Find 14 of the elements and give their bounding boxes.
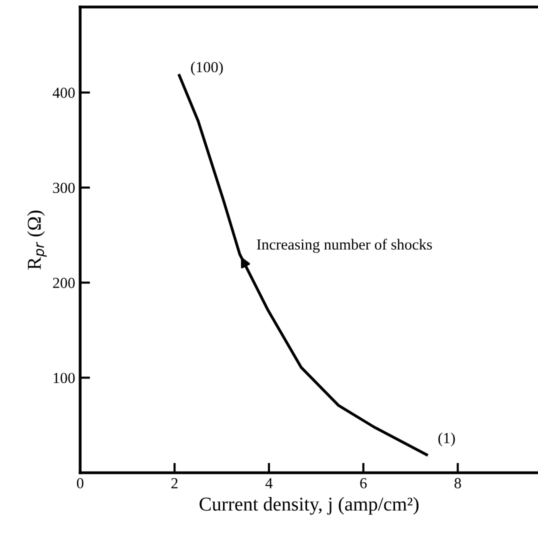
annotation: (1): [438, 432, 455, 446]
annotation: Increasing number of shocks: [256, 238, 432, 253]
annotation: (100): [191, 62, 223, 76]
y-tick-label: 200: [53, 278, 75, 288]
x-tick-label: 8: [454, 478, 461, 488]
x-tick-label: 2: [171, 478, 178, 488]
y-axis-title: R$_{pr}$ (Ω): [27, 210, 47, 270]
y-tick-label: 100: [54, 372, 75, 384]
x-tick-label: 6: [360, 478, 367, 488]
y-tick-label: 400: [52, 88, 75, 98]
y-tick-label: 300: [53, 182, 75, 194]
x-tick-label: 0: [76, 478, 84, 488]
x-axis-title: Current density, j (amp/cm²): [200, 497, 419, 515]
x-tick-label: 4: [265, 478, 273, 488]
